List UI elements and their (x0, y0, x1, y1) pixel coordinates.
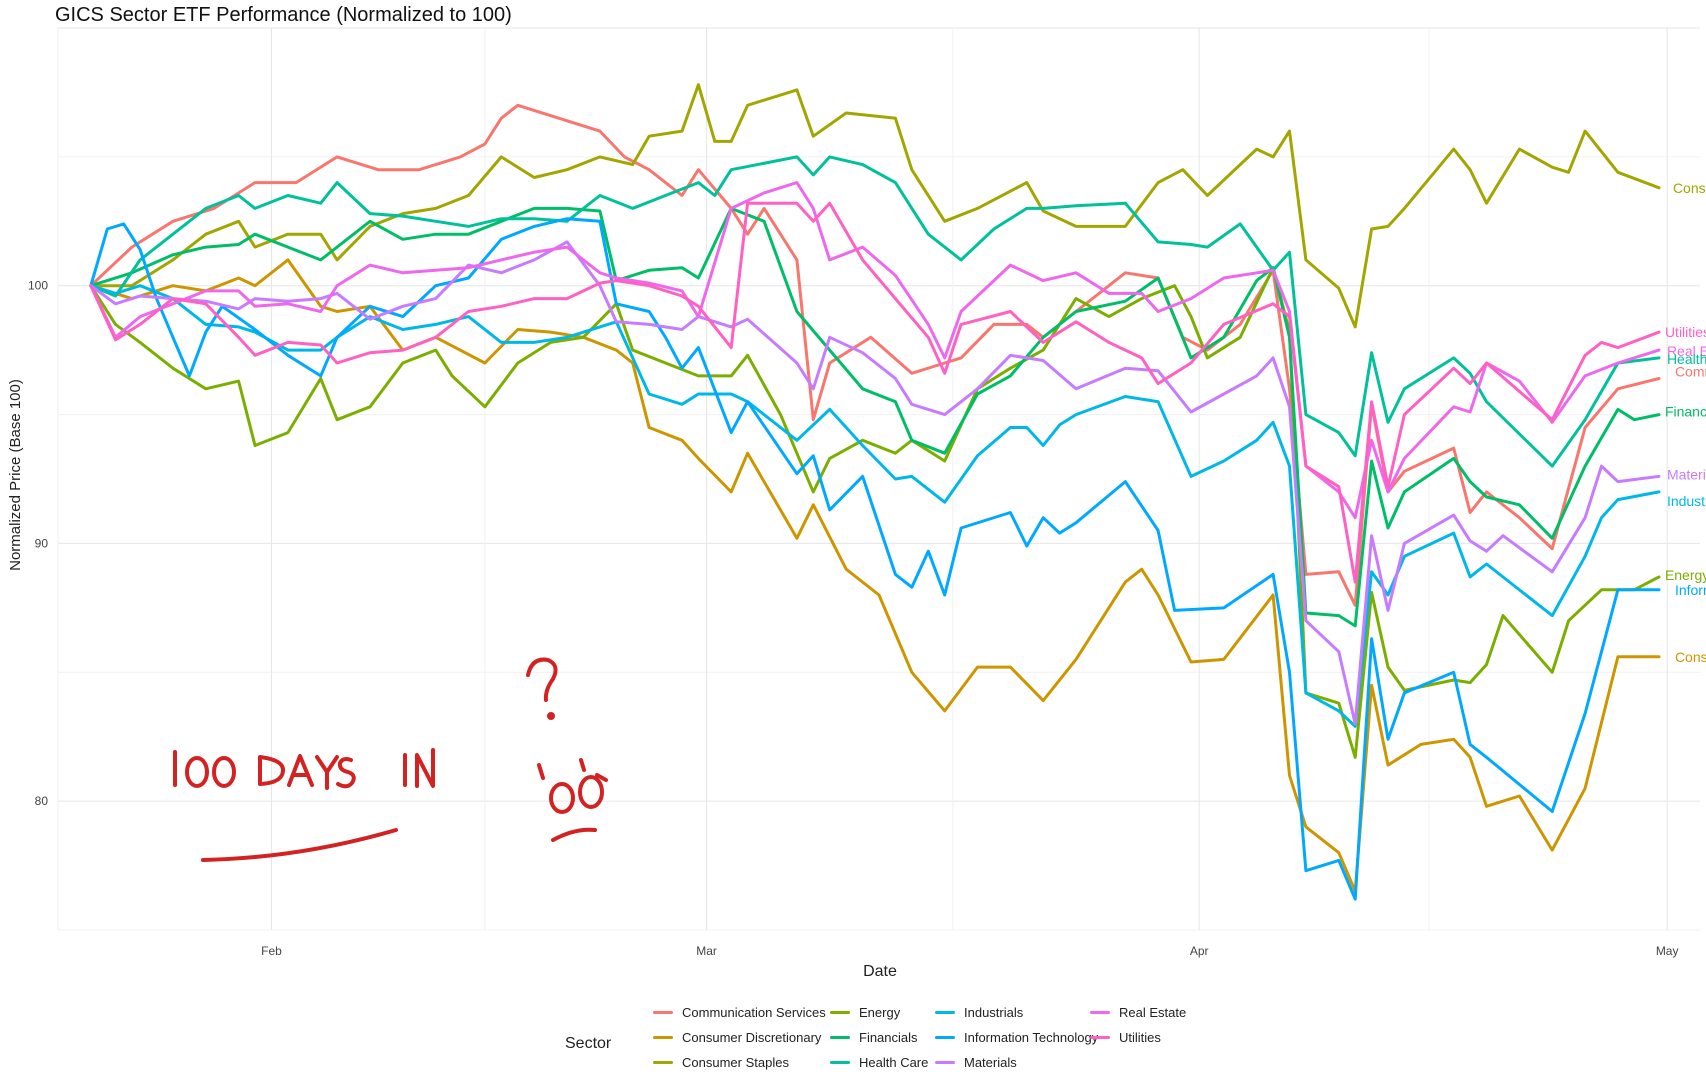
legend-item: Health Care (830, 1055, 928, 1070)
legend-item: Financials (830, 1030, 918, 1045)
series-line (89, 284, 1661, 728)
series-line (89, 240, 1661, 726)
legend-title: Sector (565, 1035, 612, 1052)
scribble-N (415, 748, 435, 788)
end-labels: Consumer Staples Utilities Real EstateHeal… (1665, 180, 1706, 665)
legend-swatch (1090, 1011, 1110, 1014)
scribble-A (287, 754, 314, 787)
series-line (89, 103, 1661, 607)
scribble-0a (185, 756, 209, 788)
legend-item: Communication Services (653, 1005, 826, 1020)
face-eye-right (578, 775, 604, 809)
underline-stroke (201, 828, 398, 862)
end-label: Health Care (1667, 351, 1706, 367)
legend-label: Consumer Discretionary (682, 1030, 822, 1045)
legend-item: Materials (935, 1055, 1017, 1070)
series-line (89, 181, 1661, 520)
legend-item: Utilities (1090, 1030, 1161, 1045)
x-axis-label: Date (863, 963, 897, 980)
legend-label: Consumer Staples (682, 1055, 789, 1070)
legend-swatch (653, 1011, 673, 1014)
scribble-Y (315, 755, 339, 790)
face-brow (537, 758, 608, 782)
handwritten-annotation (173, 657, 608, 862)
end-label: Consumer Discretionary (1675, 649, 1706, 665)
legend-label: Financials (859, 1030, 918, 1045)
face-eye-left (549, 782, 575, 814)
series-line (89, 155, 1661, 468)
question-mark (526, 657, 558, 702)
x-tick-label: May (1656, 944, 1679, 958)
end-label: Real Estate (1667, 343, 1706, 359)
end-label: Utilities (1665, 324, 1706, 340)
face-mouth (551, 827, 597, 842)
end-label: Information Technology (1675, 582, 1706, 598)
series-lines (89, 83, 1661, 901)
legend-label: Information Technology (964, 1030, 1099, 1045)
legend-label: Materials (964, 1055, 1017, 1070)
grid-lines (57, 27, 1700, 931)
legend-swatch (653, 1061, 673, 1064)
chart-title: GICS Sector ETF Performance (Normalized … (55, 4, 512, 26)
series-line (89, 217, 1661, 901)
series-line (89, 201, 1661, 584)
legend-swatch (1090, 1036, 1110, 1039)
end-label: Consumer Staples (1673, 180, 1706, 196)
end-label: Industrials (1667, 493, 1706, 509)
legend-swatch (830, 1061, 850, 1064)
legend-item: Energy (830, 1005, 900, 1020)
scribble-D (258, 755, 285, 786)
scribble-0b (212, 756, 236, 788)
scribble-S (336, 757, 356, 789)
legend-item: Real Estate (1090, 1005, 1186, 1020)
legend-label: Health Care (859, 1055, 929, 1070)
series-line (89, 206, 1661, 628)
legend-swatch (935, 1036, 955, 1039)
y-axis-ticks: 80 90 100 (28, 279, 48, 808)
x-axis-ticks: Feb Mar Apr May (261, 944, 1678, 958)
legend-item: Consumer Discretionary (653, 1030, 821, 1045)
series-line (89, 83, 1661, 329)
series-line (89, 258, 1661, 893)
y-axis-label: Normalized Price (Base 100) (7, 379, 24, 571)
legend-item: Information Technology (935, 1030, 1098, 1045)
legend: Sector Communication Services Consumer Di… (565, 1005, 1205, 1085)
question-dot (547, 712, 555, 720)
legend-label: Real Estate (1119, 1005, 1187, 1020)
legend-item: Consumer Staples (653, 1055, 789, 1070)
end-label: Financials (1665, 404, 1706, 420)
end-label: Materials (1667, 466, 1706, 482)
series-line (89, 266, 1661, 759)
end-label: Communication Services (1675, 363, 1706, 379)
legend-label: Communication Services (682, 1005, 826, 1020)
legend-swatch (830, 1011, 850, 1014)
y-tick-label: 80 (35, 794, 49, 808)
legend-item: Industrials (935, 1005, 1023, 1020)
legend-swatch (935, 1061, 955, 1064)
legend-label: Industrials (964, 1005, 1024, 1020)
x-tick-label: Apr (1190, 944, 1209, 958)
x-tick-label: Mar (696, 944, 717, 958)
x-tick-label: Feb (261, 944, 282, 958)
legend-swatch (830, 1036, 850, 1039)
y-tick-label: 100 (28, 279, 48, 293)
legend-label: Energy (859, 1005, 901, 1020)
legend-swatch (935, 1011, 955, 1014)
legend-swatch (653, 1036, 673, 1039)
legend-label: Utilities (1119, 1030, 1161, 1045)
end-label: Energy (1665, 567, 1706, 583)
y-tick-label: 90 (35, 536, 49, 550)
